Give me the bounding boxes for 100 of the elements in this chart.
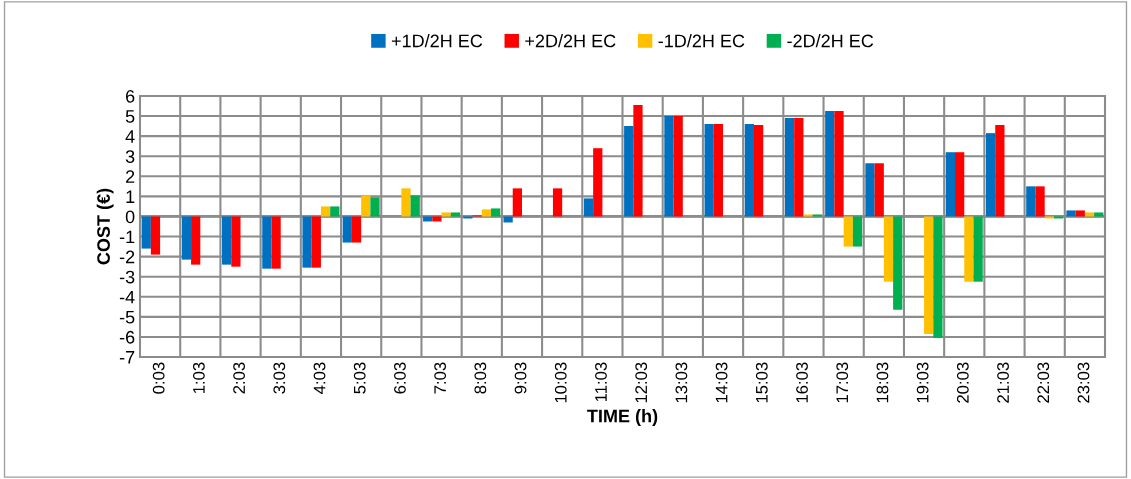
x-tick-label: 13:03	[675, 362, 688, 403]
x-tick-label: 9:03	[514, 362, 527, 394]
x-tick-label: 18:03	[876, 362, 889, 403]
bar	[673, 116, 683, 217]
bar	[704, 124, 714, 217]
x-tick-label: 23:03	[1077, 362, 1090, 403]
bar	[361, 195, 371, 217]
bar	[410, 195, 420, 217]
x-tick-label: 17:03	[836, 362, 849, 403]
legend-label: +2D/2H EC	[525, 34, 616, 48]
x-tick-label: 21:03	[997, 362, 1009, 403]
bar	[852, 216, 863, 247]
bar	[1026, 186, 1036, 217]
y-tick-label: 4	[125, 130, 135, 143]
bar	[1075, 210, 1085, 217]
bar	[463, 216, 473, 219]
bar	[351, 216, 362, 243]
bar	[311, 216, 321, 268]
bar	[633, 105, 643, 217]
y-tick-label: 0	[125, 210, 135, 224]
x-tick-label: 6:03	[394, 362, 406, 394]
bar	[432, 216, 442, 222]
bar	[262, 216, 272, 269]
bar	[1044, 216, 1054, 219]
bar	[803, 214, 813, 217]
bar	[450, 212, 461, 217]
bar	[664, 116, 674, 217]
bar	[843, 216, 853, 247]
bar	[794, 118, 804, 217]
x-tick-label: 19:03	[916, 362, 929, 403]
bar	[933, 216, 943, 338]
bar	[973, 216, 983, 282]
y-tick-label: 1	[126, 190, 135, 203]
y-tick-label: -6	[119, 330, 135, 344]
bar	[985, 133, 996, 217]
bar	[222, 216, 232, 265]
y-tick-label: 6	[126, 89, 135, 103]
x-tick-label: 12:03	[635, 362, 648, 403]
x-tick-label: 22:03	[1037, 362, 1050, 403]
bar	[231, 216, 241, 267]
bar	[955, 152, 965, 217]
y-tick-label: -1	[119, 230, 135, 244]
legend-label: -1D/2H EC	[658, 34, 745, 48]
bar	[1084, 212, 1095, 217]
bar	[512, 188, 522, 217]
y-tick-label: -3	[119, 270, 135, 284]
bar	[552, 188, 563, 217]
bar	[945, 152, 956, 217]
y-tick-label: -7	[119, 351, 135, 364]
x-tick-label: 4:03	[313, 362, 326, 394]
bar	[503, 216, 513, 223]
y-axis-title: COST (€)	[96, 188, 114, 265]
bar	[713, 124, 724, 217]
bar	[1035, 186, 1045, 217]
x-tick-label: 2:03	[233, 362, 245, 394]
x-tick-label: 14:03	[715, 362, 728, 403]
bar	[150, 216, 161, 255]
bar	[812, 214, 822, 217]
bar	[401, 188, 411, 217]
x-tick-label: 5:03	[353, 362, 366, 394]
bar	[825, 111, 835, 217]
bar	[865, 163, 875, 217]
bar	[441, 212, 451, 217]
bar	[624, 126, 634, 217]
y-tick-label: -4	[119, 290, 135, 304]
bar	[181, 216, 192, 260]
bar	[995, 125, 1005, 217]
legend-label: -2D/2H EC	[787, 34, 874, 48]
bar	[753, 125, 764, 217]
y-tick-label: -5	[119, 310, 135, 324]
x-tick-label: 10:03	[554, 362, 567, 403]
x-tick-label: 15:03	[755, 362, 768, 403]
bar	[342, 216, 352, 243]
bar	[874, 163, 884, 217]
x-axis-title: TIME (h)	[587, 409, 658, 426]
bar	[883, 216, 894, 282]
bar	[1094, 212, 1104, 217]
x-tick-label: 16:03	[796, 362, 808, 403]
bar	[271, 216, 281, 269]
bar	[893, 216, 903, 310]
bar	[320, 206, 331, 217]
x-tick-label: 8:03	[474, 362, 487, 394]
bar	[423, 216, 433, 222]
bar	[834, 111, 844, 217]
y-tick-label: 5	[125, 110, 135, 123]
x-tick-label: 3:03	[273, 362, 286, 394]
bar	[583, 198, 594, 217]
x-tick-label: 7:03	[434, 362, 447, 394]
bar	[593, 148, 603, 217]
bar	[744, 124, 754, 217]
bar	[370, 197, 380, 217]
bar	[330, 206, 340, 217]
x-tick-label: 20:03	[956, 362, 969, 403]
y-tick-label: 3	[125, 150, 135, 163]
bar	[191, 216, 201, 265]
bar	[784, 118, 795, 217]
bar	[1066, 210, 1076, 217]
y-tick-label: -2	[119, 250, 135, 264]
legend-label: +1D/2H EC	[391, 34, 483, 48]
bar	[491, 208, 501, 217]
